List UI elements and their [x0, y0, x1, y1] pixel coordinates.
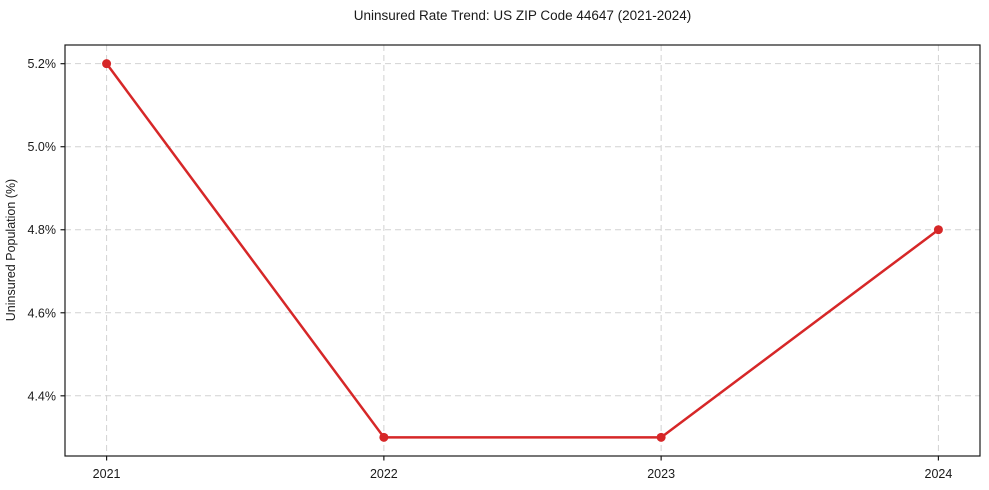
tick-labels: 4.4% 4.6% 4.8% 5.0% 5.2% 2021 2022 2023 2024 — [28, 57, 953, 481]
x-tick-label: 2022 — [370, 467, 398, 481]
y-tick-label: 4.8% — [28, 223, 57, 237]
y-tick-label: 4.6% — [28, 306, 57, 320]
y-tick-label: 5.2% — [28, 57, 57, 71]
plot-border — [64, 44, 981, 457]
trend-line — [105, 62, 940, 439]
data-point-marker — [102, 59, 112, 69]
chart-title: Uninsured Rate Trend: US ZIP Code 44647 … — [354, 8, 691, 23]
y-tick-label: 5.0% — [28, 140, 57, 154]
axes — [60, 44, 981, 461]
trend-line-series — [102, 59, 943, 442]
y-tick-label: 4.4% — [28, 389, 57, 403]
gridlines — [65, 45, 980, 456]
x-tick-label: 2021 — [93, 467, 121, 481]
data-point-marker — [379, 432, 389, 442]
y-axis-label: Uninsured Population (%) — [4, 179, 18, 321]
x-tick-label: 2023 — [647, 467, 675, 481]
data-point-marker — [656, 432, 666, 442]
data-point-marker — [933, 225, 943, 235]
x-tick-label: 2024 — [925, 467, 953, 481]
